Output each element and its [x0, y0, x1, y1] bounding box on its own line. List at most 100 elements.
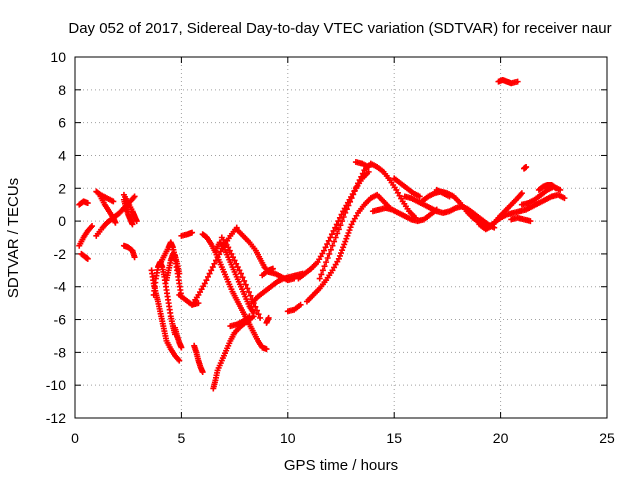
data-track	[259, 265, 276, 279]
y-tick-label: 4	[58, 147, 66, 163]
data-point	[353, 184, 360, 191]
data-point	[178, 344, 185, 351]
data-point	[89, 223, 96, 230]
data-point	[326, 250, 333, 257]
y-tick-label: -12	[46, 410, 66, 426]
data-point	[203, 277, 210, 284]
data-point	[557, 186, 564, 193]
data-point	[365, 163, 372, 170]
data-point	[211, 260, 218, 267]
y-tick-label: 8	[58, 82, 66, 98]
y-tick-label: -10	[46, 377, 66, 393]
data-point	[327, 234, 334, 241]
data-point	[347, 224, 354, 231]
data-track	[191, 342, 206, 376]
data-point	[257, 314, 264, 321]
data-point	[253, 307, 260, 314]
data-track	[76, 198, 91, 208]
data-point	[329, 242, 336, 249]
data-point	[226, 247, 233, 254]
data-point	[518, 190, 525, 197]
data-point	[328, 231, 335, 238]
data-point	[234, 264, 241, 271]
data-point	[246, 313, 253, 320]
data-point	[343, 235, 350, 242]
data-point	[340, 213, 347, 220]
data-point	[209, 264, 216, 271]
data-point	[129, 221, 136, 228]
data-points	[76, 76, 568, 392]
data-point	[131, 193, 138, 200]
data-point	[110, 198, 117, 205]
y-axis-label: SDTVAR / TECUs	[5, 178, 22, 298]
data-track	[97, 193, 119, 226]
x-tick-label: 20	[493, 430, 509, 446]
data-point	[358, 173, 365, 180]
y-tick-label: 2	[58, 180, 66, 196]
data-point	[351, 187, 358, 194]
data-point	[206, 270, 213, 277]
data-point	[255, 311, 262, 318]
data-point	[332, 234, 339, 241]
data-point	[241, 277, 248, 284]
data-point	[242, 281, 249, 288]
data-track	[172, 324, 185, 351]
data-point	[345, 229, 352, 236]
data-track	[178, 229, 196, 239]
data-point	[322, 244, 329, 251]
data-point	[359, 170, 366, 177]
data-point	[339, 218, 346, 225]
data-point	[263, 346, 270, 353]
data-point	[112, 219, 119, 226]
data-track	[76, 223, 96, 249]
data-point	[340, 244, 347, 251]
data-point	[339, 247, 346, 254]
x-tick-label: 5	[178, 430, 186, 446]
data-point	[331, 238, 338, 245]
data-point	[320, 247, 327, 254]
y-tick-label: 6	[58, 115, 66, 131]
data-point	[355, 180, 362, 187]
data-point	[336, 252, 343, 259]
data-track	[521, 163, 530, 172]
y-tick-label: -8	[54, 344, 67, 360]
y-tick-label: -6	[54, 312, 67, 328]
y-tick-label: -2	[54, 246, 67, 262]
x-tick-label: 25	[599, 430, 615, 446]
data-point	[346, 227, 353, 234]
data-point	[247, 292, 254, 299]
data-point	[230, 254, 237, 261]
axis-ticks	[74, 56, 608, 419]
data-track	[163, 250, 183, 284]
data-point	[208, 267, 215, 274]
data-point	[250, 309, 257, 316]
data-track	[316, 160, 419, 282]
data-point	[334, 230, 341, 237]
data-point	[343, 206, 350, 213]
data-point	[84, 200, 91, 207]
data-point	[176, 270, 183, 277]
data-point	[195, 300, 202, 307]
data-track	[535, 181, 559, 193]
data-track	[120, 191, 140, 225]
data-track	[218, 234, 264, 321]
data-track	[248, 270, 306, 307]
data-point	[332, 224, 339, 231]
data-point	[239, 274, 246, 281]
data-point	[189, 229, 196, 236]
chart-title: Day 052 of 2017, Sidereal Day-to-day VTE…	[68, 20, 611, 37]
data-track	[227, 313, 253, 330]
data-track	[199, 231, 270, 353]
data-point	[342, 238, 349, 245]
data-point	[337, 222, 344, 229]
y-tick-label: 10	[50, 49, 66, 65]
data-point	[344, 232, 351, 239]
data-point	[336, 214, 343, 221]
data-point	[514, 78, 521, 85]
data-point	[244, 285, 251, 292]
data-point	[341, 241, 348, 248]
data-point	[330, 227, 337, 234]
x-tick-labels: 0 5 10 15 20 25	[71, 430, 615, 446]
data-point	[323, 259, 330, 266]
data-point	[348, 195, 355, 202]
